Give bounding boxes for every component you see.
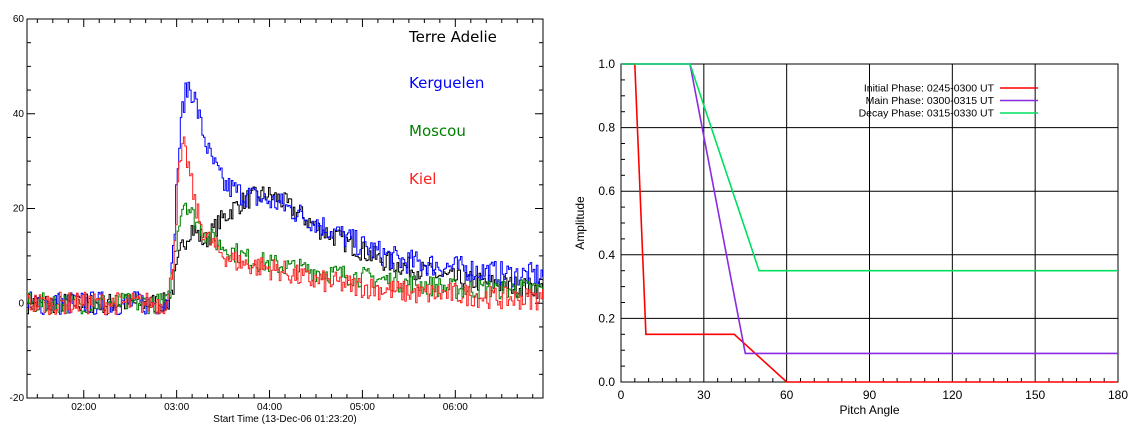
left-x-tick-label: 04:00 xyxy=(257,402,282,413)
left-x-tick-label: 05:00 xyxy=(350,402,375,413)
left-chart: 02:00 03:00 04:00 05:00 06:00 -20 0 20 40 60 Terr… xyxy=(10,14,544,425)
right-y-tick-label: 1.0 xyxy=(598,57,615,71)
left-x-tick-label: 03:00 xyxy=(164,402,189,413)
right-axis-ticks: 0 30 60 90 120 150 180 0.0 0.2 0.4 0.6 0.8 1.0 xyxy=(598,57,1128,402)
left-x-tick-label: 02:00 xyxy=(71,402,96,413)
left-y-tick-label: 40 xyxy=(13,109,25,120)
right-series-group xyxy=(621,63,1118,383)
right-series-decay-phase-0315-0330-ut xyxy=(621,63,1118,272)
right-y-tick-label: 0.6 xyxy=(598,184,615,198)
left-legend: Terre Adelie Kerguelen Moscou Kiel xyxy=(408,28,497,188)
right-x-tick-label: 90 xyxy=(863,388,877,402)
legend-label-kiel: Kiel xyxy=(409,170,436,188)
right-x-axis-label: Pitch Angle xyxy=(839,403,899,417)
right-x-tick-label: 30 xyxy=(697,388,711,402)
right-x-tick-label: 0 xyxy=(618,388,625,402)
legend-label-decay-phase-0315-0330-ut: Decay Phase: 0315-0330 UT xyxy=(859,108,995,120)
left-y-tick-label: 60 xyxy=(13,14,25,25)
right-y-tick-label: 0.2 xyxy=(598,311,615,325)
left-series-moscou xyxy=(27,202,543,315)
right-y-tick-label: 0.8 xyxy=(598,121,615,135)
left-series-group xyxy=(27,81,543,316)
legend-label-main-phase-0300-0315-ut: Main Phase: 0300-0315 UT xyxy=(866,95,995,107)
left-y-tick-label: -20 xyxy=(10,393,25,404)
right-y-tick-label: 0.0 xyxy=(598,375,615,389)
legend-label-initial-phase-0245-0300-ut: Initial Phase: 0245-0300 UT xyxy=(864,83,995,95)
legend-label-moscou: Moscou xyxy=(409,122,466,140)
right-x-tick-label: 120 xyxy=(942,388,962,402)
left-x-tick-label: 06:00 xyxy=(443,402,468,413)
right-chart: 0 30 60 90 120 150 180 0.0 0.2 0.4 0.6 0.8 1.0 Initi… xyxy=(573,57,1128,417)
legend-label-terre-adelie: Terre Adelie xyxy=(408,28,497,46)
right-y-tick-label: 0.4 xyxy=(598,248,615,262)
left-series-kerguelen xyxy=(27,81,543,316)
right-x-tick-label: 60 xyxy=(780,388,794,402)
left-series-kiel xyxy=(27,136,543,316)
right-x-tick-label: 150 xyxy=(1025,388,1045,402)
left-y-tick-label: 0 xyxy=(18,298,24,309)
left-y-tick-label: 20 xyxy=(13,204,25,215)
right-y-axis-label: Amplitude xyxy=(573,196,587,250)
left-x-axis-label: Start Time (13-Dec-06 01:23:20) xyxy=(213,414,356,425)
right-x-tick-label: 180 xyxy=(1108,388,1128,402)
legend-label-kerguelen: Kerguelen xyxy=(409,74,484,92)
left-axis-ticks: 02:00 03:00 04:00 05:00 06:00 -20 0 20 40 60 xyxy=(10,14,543,413)
